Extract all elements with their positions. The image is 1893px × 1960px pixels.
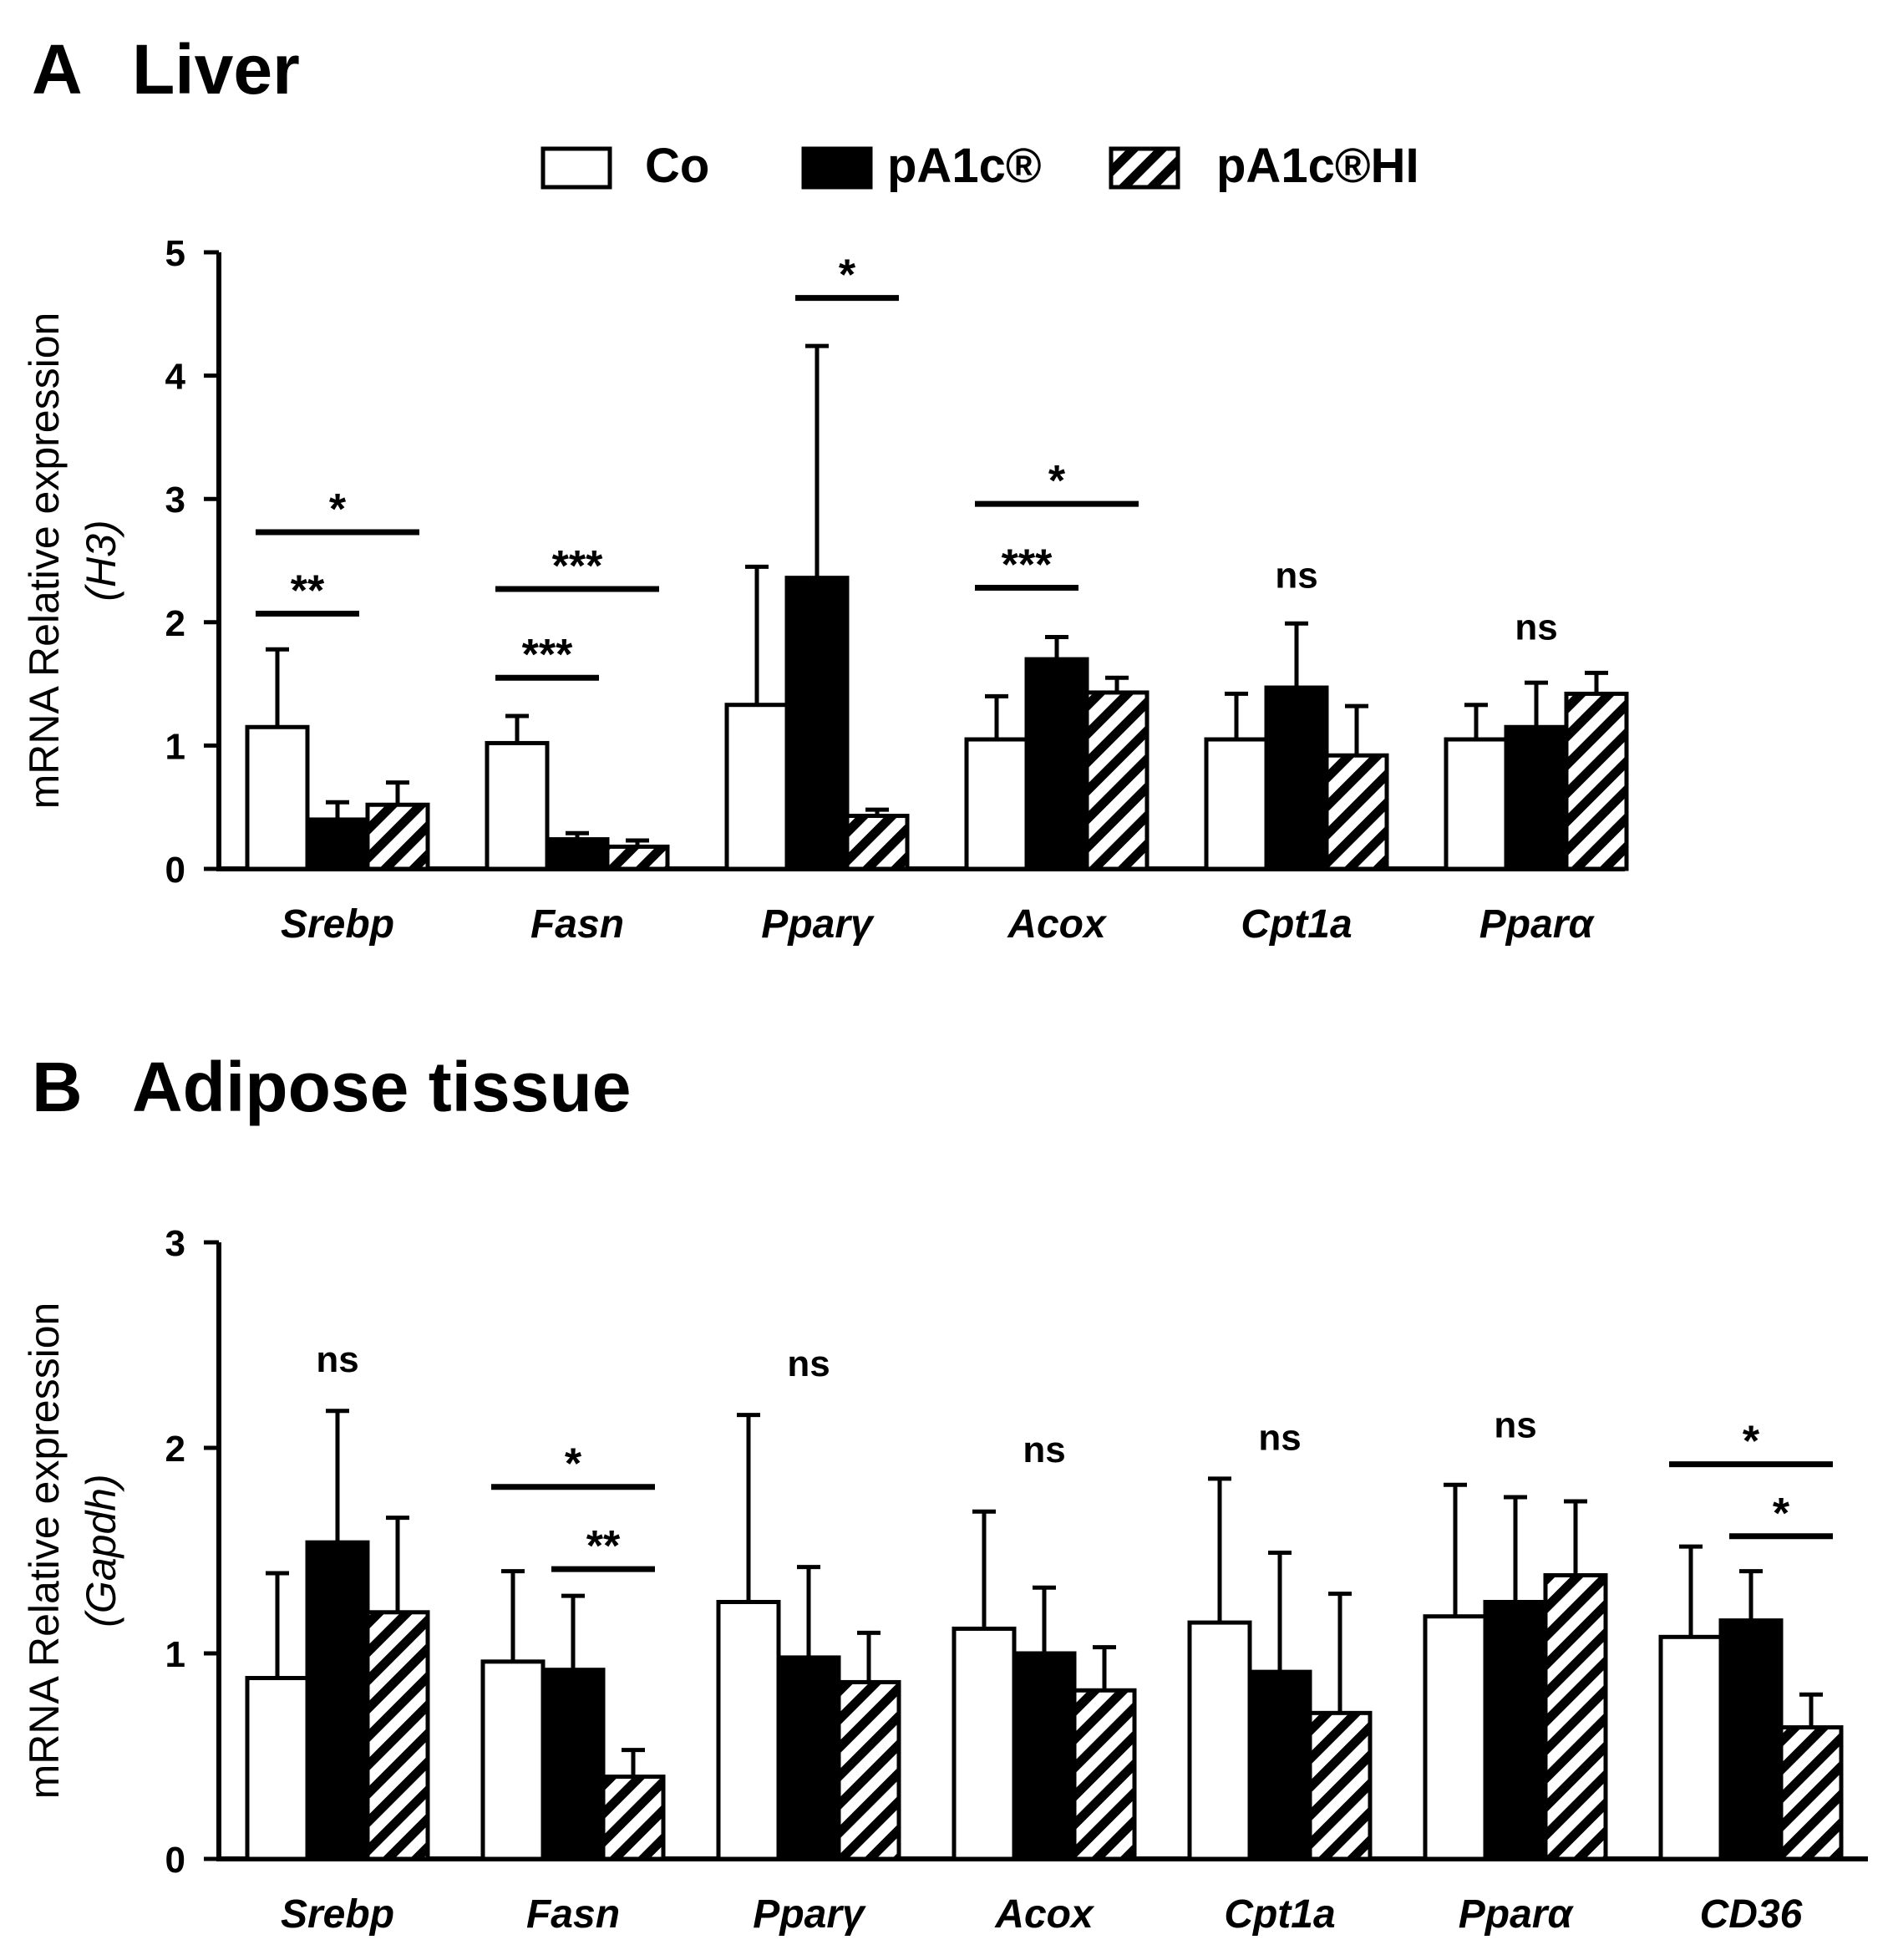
y-axis-label: mRNA Relative expression [21, 312, 68, 810]
significance-label: ns [1275, 555, 1317, 596]
x-category-label: Pparγ [753, 1892, 866, 1937]
legend-label-co: Co [645, 139, 709, 193]
bar [305, 1540, 370, 1861]
bar [716, 1600, 781, 1861]
y-tick-label: 5 [165, 233, 185, 274]
y-tick-label: 3 [165, 1223, 185, 1264]
x-category-label: Acox [1007, 902, 1108, 947]
bar [485, 740, 550, 871]
significance-label: *** [552, 542, 603, 591]
x-category-label: CD36 [1700, 1892, 1803, 1937]
legend-swatch-hatched [1109, 146, 1180, 190]
y-tick-label: 2 [165, 603, 185, 644]
significance-label: ns [316, 1339, 358, 1380]
bar [1072, 1688, 1137, 1861]
bar [1187, 1620, 1252, 1861]
x-category-label: Pparα [1459, 1892, 1575, 1937]
significance-label: ns [1515, 607, 1557, 647]
bar [1324, 753, 1389, 871]
legend-swatch-open [540, 146, 612, 190]
bar [601, 1775, 666, 1861]
y-tick-label: 0 [165, 850, 185, 891]
bar [1012, 1651, 1077, 1861]
x-category-label: Pparγ [761, 902, 875, 947]
significance-label: * [1048, 457, 1066, 505]
significance-label: *** [522, 631, 573, 679]
significance-label: ** [291, 566, 325, 615]
bar [1658, 1634, 1723, 1861]
bar [305, 817, 370, 871]
bar [245, 1676, 310, 1861]
legend-label-pa1c: pA1c® [887, 139, 1042, 193]
bar [1247, 1669, 1312, 1861]
bar [1423, 1614, 1488, 1861]
x-category-label: Acox [994, 1892, 1095, 1937]
panel-a-letter: A [32, 30, 83, 109]
bar [724, 703, 789, 871]
bar [845, 814, 910, 871]
y-axis-reference-label: (Gapdh) [78, 1474, 124, 1627]
x-category-label: Srebp [281, 1892, 394, 1937]
bar [1264, 685, 1329, 871]
chart-liver: 0 1 2 3 4 5 mRNA Relative expression (H3) Srebp F… [21, 233, 1629, 947]
x-category-label: Cpt1a [1241, 902, 1352, 947]
bar [1779, 1725, 1844, 1861]
bar [540, 1668, 606, 1861]
y-tick-label: 4 [165, 357, 186, 398]
legend-swatch-filled [801, 146, 873, 190]
y-tick-label: 1 [165, 726, 185, 767]
bar [1444, 737, 1509, 871]
significance-label: ns [1494, 1405, 1536, 1446]
bar [1024, 657, 1089, 871]
y-tick-label: 0 [165, 1840, 185, 1881]
x-category-label: Fasn [530, 902, 624, 947]
bar [1504, 724, 1569, 871]
bar [1307, 1710, 1373, 1861]
y-tick-label: 2 [165, 1429, 185, 1470]
significance-label: ns [787, 1343, 830, 1384]
significance-label: * [839, 251, 856, 300]
panel-b-title: Adipose tissue [132, 1048, 631, 1126]
bar [1564, 691, 1629, 871]
significance-label: * [1773, 1490, 1790, 1538]
panel-a-title: Liver [132, 30, 300, 109]
y-axis-reference-label: (H3) [78, 520, 124, 601]
legend: Co pA1c® pA1c®HI [540, 139, 1419, 193]
bar [952, 1626, 1017, 1861]
bar [365, 1610, 430, 1861]
bar [1483, 1600, 1548, 1861]
bar [480, 1659, 546, 1861]
y-tick-label: 3 [165, 480, 185, 520]
significance-label: ** [586, 1522, 621, 1571]
x-category-label: Pparα [1479, 902, 1596, 947]
bar [605, 844, 670, 871]
chart-adipose: 0 1 2 3 mRNA Relative expression (Gapdh) Srebp… [21, 1223, 1868, 1937]
significance-label: * [1743, 1418, 1760, 1466]
y-axis-label: mRNA Relative expression [21, 1302, 68, 1800]
bar [964, 737, 1029, 871]
x-category-label: Srebp [281, 902, 394, 947]
bar [784, 576, 850, 871]
bar [776, 1655, 841, 1861]
x-category-label: Cpt1a [1224, 1892, 1335, 1937]
significance-label: *** [1002, 541, 1053, 589]
bar [1084, 690, 1150, 871]
significance-label: * [329, 485, 347, 534]
legend-label-pa1c-hi: pA1c®HI [1216, 139, 1419, 193]
x-category-label: Fasn [526, 1892, 620, 1937]
significance-label: * [565, 1440, 582, 1489]
bar [245, 724, 310, 871]
bar [1718, 1618, 1784, 1861]
panel-b-letter: B [32, 1048, 83, 1126]
significance-label: ns [1023, 1429, 1065, 1470]
bar [365, 802, 430, 871]
y-tick-label: 1 [165, 1634, 185, 1675]
bar [545, 837, 610, 871]
bar [1204, 737, 1269, 871]
bar [1543, 1573, 1608, 1861]
bar [836, 1679, 901, 1861]
significance-label: ns [1258, 1417, 1301, 1458]
